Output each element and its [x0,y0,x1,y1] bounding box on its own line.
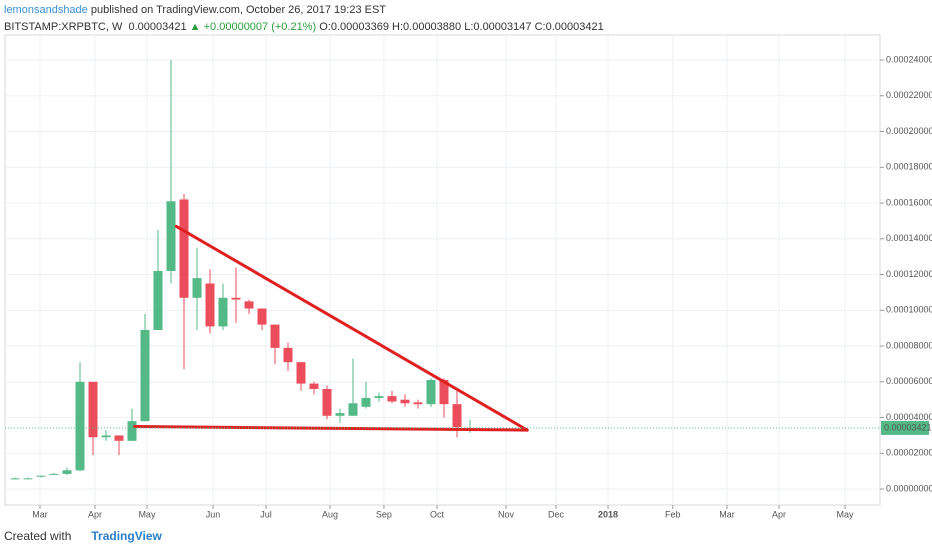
x-tick-label: Mar [719,509,735,519]
x-tick-label: Nov [498,509,515,519]
y-tick-label: 0.00006000 [886,376,932,386]
close: C:0.00003421 [534,21,604,33]
x-tick-label: Mar [32,509,48,519]
y-tick-label: 0.00008000 [886,340,932,350]
candle-body [153,270,163,330]
x-tick-label: May [138,509,156,519]
candle-body [10,478,20,480]
y-tick-label: 0.00014000 [886,233,932,243]
candle-body [192,278,202,298]
arrow: ▲ [189,21,201,33]
published: published on TradingView.com, October 26… [90,4,387,16]
candle-body [374,396,384,398]
candle-body [127,421,137,441]
candle-body [400,399,410,404]
header-line: BITSTAMP:XRPBTC, W 0.00003421 ▲ +0.00000… [4,19,604,36]
candle-body [49,473,59,475]
candle-body [322,388,332,416]
last-price-box [881,420,929,435]
candle-body [270,324,280,348]
candle-body [23,478,33,480]
trendline [133,425,529,432]
y-tick-label: 0.00000000 [886,483,932,493]
x-tick-label: Oct [430,509,445,519]
candle-body [101,435,111,438]
x-tick-label: May [837,509,855,519]
candle-body [283,347,293,363]
x-tick-label: Feb [665,509,681,519]
header: lemonsandshade published on TradingView.… [4,2,604,36]
candle-body [231,297,241,300]
candle-body [413,402,423,405]
x-tick-label: 2018 [598,509,618,519]
candle-body [387,396,397,402]
candle-body [335,413,345,416]
candle-body [361,397,371,407]
candle-body [452,404,462,428]
y-tick-label: 0.00018000 [886,162,932,172]
change: +0.00000007 (+0.21%) [203,21,317,33]
candle-body [426,380,436,405]
high: H:0.00003880 [392,21,462,33]
y-tick-label: 0.00012000 [886,269,932,279]
header-line: lemonsandshade published on TradingView.… [4,2,604,19]
y-tick-label: 0.00016000 [886,197,932,207]
brand[interactable]: TradingView [91,529,162,543]
candle-body [257,308,267,325]
low: L:0.00003147 [464,21,532,33]
trendline [174,224,529,432]
candle-body [179,199,189,298]
x-tick-label: Jun [206,509,221,519]
candle-body [75,381,85,471]
y-tick-label: 0.00010000 [886,305,932,315]
candle-body [309,383,319,389]
candle-body [296,362,306,384]
x-tick-label: Sep [376,509,392,519]
y-tick-label: 0.00020000 [886,126,932,136]
last: 0.00003421 [128,21,187,33]
x-tick-label: Dec [548,509,565,519]
candle-body [114,435,124,441]
candle-body [439,380,449,405]
candle-body [62,470,72,474]
author[interactable]: lemonsandshade [4,4,88,16]
candle-body [205,283,215,327]
symbol: BITSTAMP:XRPBTC, W [4,21,123,33]
chart: 0.00000000 0.00002000 0.00004000 0.00006000… [4,34,932,519]
candle-body [348,403,358,416]
y-tick-label: 0.00024000 [886,54,932,64]
x-tick-label: Jul [260,509,272,519]
candle-body [218,297,228,327]
footer: Created with TradingView [4,529,162,543]
candle-body [36,475,46,477]
candle-body [88,381,98,438]
candle-body [244,301,254,309]
plot-frame [4,34,881,506]
x-tick-label: Apr [88,509,102,519]
y-tick-label: 0.00004000 [886,412,932,422]
candle-body [140,329,150,422]
open: O:0.00003369 [319,21,389,33]
x-tick-label: Aug [322,509,338,519]
last-price-label: 0.00003421 [884,422,932,432]
y-tick-label: 0.00002000 [886,448,932,458]
candle-body [166,201,176,271]
created: Created with [4,529,72,543]
y-tick-label: 0.00022000 [886,90,932,100]
x-tick-label: Apr [772,509,786,519]
